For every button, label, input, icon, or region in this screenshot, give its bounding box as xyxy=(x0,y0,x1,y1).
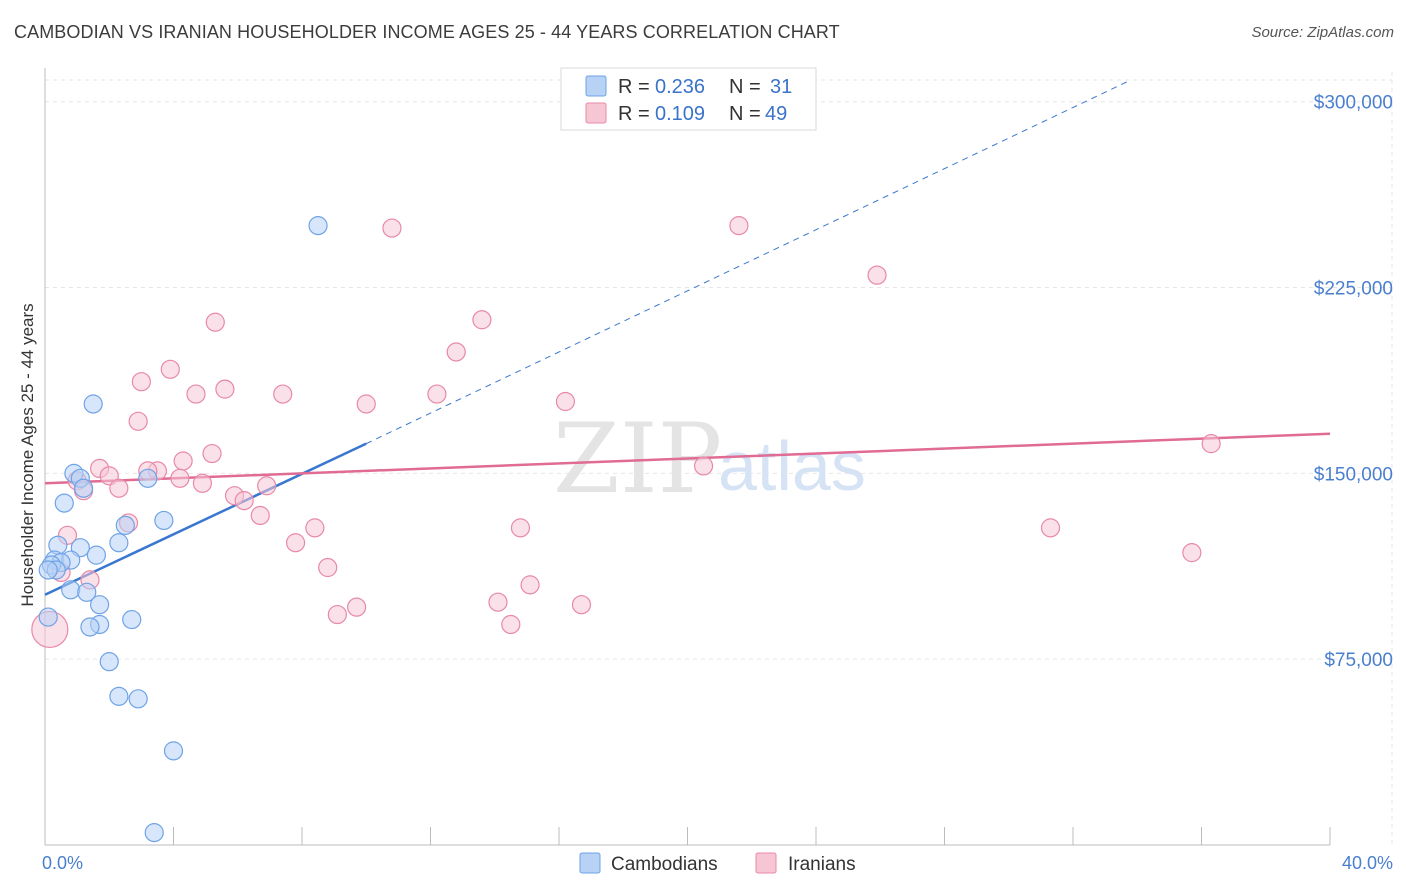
iranian-point xyxy=(202,443,222,464)
cambodian-point xyxy=(90,595,110,615)
legend-n-label-cambodian: N = xyxy=(729,76,761,98)
iranian-point xyxy=(347,597,367,617)
bottom-legend-iranians: Iranians xyxy=(788,854,856,875)
series-legend: Cambodians Iranians xyxy=(579,852,856,875)
iranian-point xyxy=(555,391,576,412)
iranian-point xyxy=(273,384,293,404)
cambodian-points xyxy=(38,216,328,843)
cambodian-point xyxy=(308,216,328,236)
iranian-point xyxy=(128,411,148,431)
y-axis-label: Householder Income Ages 25 - 44 years xyxy=(18,303,37,606)
cambodian-point xyxy=(77,582,97,602)
cambodian-point xyxy=(38,607,58,627)
iranian-point xyxy=(520,575,540,595)
cambodian-point xyxy=(54,493,74,513)
trend-lines xyxy=(44,81,1331,596)
iranian-point xyxy=(250,505,270,526)
cambodian-point xyxy=(109,686,129,706)
iranian-point xyxy=(257,476,277,496)
iranian-point xyxy=(729,216,749,236)
iranian-point xyxy=(327,604,347,625)
legend-r-label-iranian: R = xyxy=(618,103,650,125)
cambodian-point xyxy=(61,580,81,600)
cambodian-point xyxy=(115,515,135,535)
chart-title: CAMBODIAN VS IRANIAN HOUSEHOLDER INCOME … xyxy=(14,22,840,42)
legend-n-value-iranian: 49 xyxy=(765,103,787,125)
iranian-point xyxy=(571,595,592,615)
iranian-point xyxy=(382,218,402,238)
cambodian-point xyxy=(73,478,94,498)
legend-r-value-iranian: 0.109 xyxy=(655,103,705,125)
watermark: ZIP atlas xyxy=(553,403,866,515)
cambodian-trend-extension xyxy=(366,81,1128,445)
legend-n-value-cambodian: 31 xyxy=(770,76,792,98)
iranian-point xyxy=(234,491,254,511)
y-tick-label: $225,000 xyxy=(1314,279,1393,300)
iranian-point xyxy=(215,379,235,399)
iranian-point xyxy=(170,468,190,488)
iranian-point xyxy=(173,451,193,471)
y-tick-label: $75,000 xyxy=(1324,650,1393,671)
watermark-atlas: atlas xyxy=(718,427,866,505)
iranian-point xyxy=(109,478,129,498)
legend-r-label-cambodian: R = xyxy=(618,76,650,98)
cambodian-point xyxy=(99,652,119,672)
iranian-point xyxy=(867,265,887,285)
cambodian-point xyxy=(163,741,184,761)
iranian-point xyxy=(472,310,492,330)
iranian-point xyxy=(356,394,376,414)
cambodian-point xyxy=(138,468,158,488)
cambodian-point xyxy=(144,823,164,843)
cambodian-trend-line xyxy=(44,442,367,596)
y-tick-label: $300,000 xyxy=(1314,93,1393,114)
cambodian-point xyxy=(154,510,174,531)
legend-n-label-iranian: N = xyxy=(729,103,761,125)
x-tick-labels: 0.0% 40.0% xyxy=(42,853,1393,873)
iranian-point xyxy=(1182,543,1202,563)
iranian-point xyxy=(446,342,466,362)
iranian-point xyxy=(1040,518,1061,538)
cambodian-point xyxy=(80,617,100,637)
iranian-point xyxy=(1201,434,1221,454)
iranian-point xyxy=(131,372,151,392)
iranian-trend-line xyxy=(44,432,1331,485)
iranian-point xyxy=(693,456,714,476)
y-tick-label: $150,000 xyxy=(1314,464,1393,485)
x-tick-label-max: 40.0% xyxy=(1342,853,1393,873)
iranian-point xyxy=(501,614,521,635)
legend-r-value-cambodian: 0.236 xyxy=(655,76,705,98)
axes xyxy=(44,68,1331,846)
source-credit: Source: ZipAtlas.com xyxy=(1251,24,1394,41)
iranian-point xyxy=(318,557,338,578)
bottom-legend-swatch-iranians xyxy=(755,852,777,874)
iranian-point xyxy=(186,384,206,404)
legend-swatch-cambodian xyxy=(585,75,607,97)
iranian-point xyxy=(427,384,447,404)
iranian-point xyxy=(305,518,325,538)
iranian-point xyxy=(205,312,225,332)
iranian-point xyxy=(160,359,180,379)
iranian-point xyxy=(192,473,213,493)
iranian-point xyxy=(488,592,508,612)
cambodian-point xyxy=(109,533,129,553)
cambodian-point xyxy=(86,545,107,565)
cambodian-point xyxy=(128,689,148,709)
legend-swatch-iranian xyxy=(585,102,607,124)
cambodian-point xyxy=(83,394,103,414)
bottom-legend-swatch-cambodians xyxy=(579,852,601,874)
cambodian-point xyxy=(122,609,142,630)
bottom-legend-cambodians: Cambodians xyxy=(611,854,718,875)
correlation-legend: R = 0.236 N = 31 R = 0.109 N = 49 xyxy=(560,67,817,131)
iranian-point xyxy=(285,533,306,553)
x-tick-label-min: 0.0% xyxy=(42,853,83,873)
iranian-point xyxy=(510,518,531,538)
cambodian-point xyxy=(38,560,58,580)
y-tick-labels: $75,000 $150,000 $225,000 $300,000 xyxy=(1314,93,1393,671)
